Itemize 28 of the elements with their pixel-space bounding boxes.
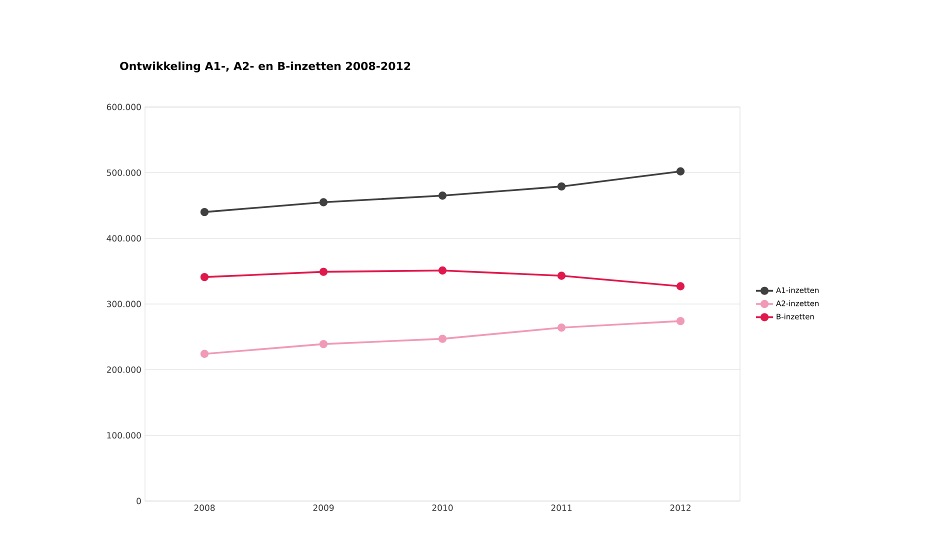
point (557, 182, 566, 191)
y-tick-label: 0 (136, 498, 141, 504)
point (200, 350, 209, 358)
point (557, 272, 566, 280)
point (319, 268, 328, 276)
y-tick-label: 500.000 (106, 169, 141, 176)
x-tick-label: 2010 (432, 504, 453, 511)
x-tick-label: 2011 (551, 504, 572, 511)
point (676, 282, 685, 290)
point (676, 316, 685, 326)
point (319, 198, 328, 206)
point (200, 272, 209, 282)
y-tick-label: 400.000 (106, 235, 141, 242)
y-tick-label: 100.000 (107, 432, 141, 439)
y-tick-label: 600.000 (106, 104, 141, 110)
point (557, 324, 566, 332)
point (200, 208, 209, 216)
x-tick-label: 2012 (670, 504, 690, 511)
x-tick-label: 2008 (194, 504, 215, 511)
point (676, 167, 685, 176)
y-tick-label: 200.000 (106, 366, 141, 373)
point (438, 192, 447, 200)
chart-title: Ontwikkeling A1-, A2- en B-inzetten 2008-2012 (120, 62, 410, 72)
x-tick-label: 2009 (313, 504, 334, 511)
point (438, 266, 447, 275)
point (319, 340, 328, 348)
y-tick-label: 300.000 (106, 300, 141, 308)
point (438, 334, 447, 343)
